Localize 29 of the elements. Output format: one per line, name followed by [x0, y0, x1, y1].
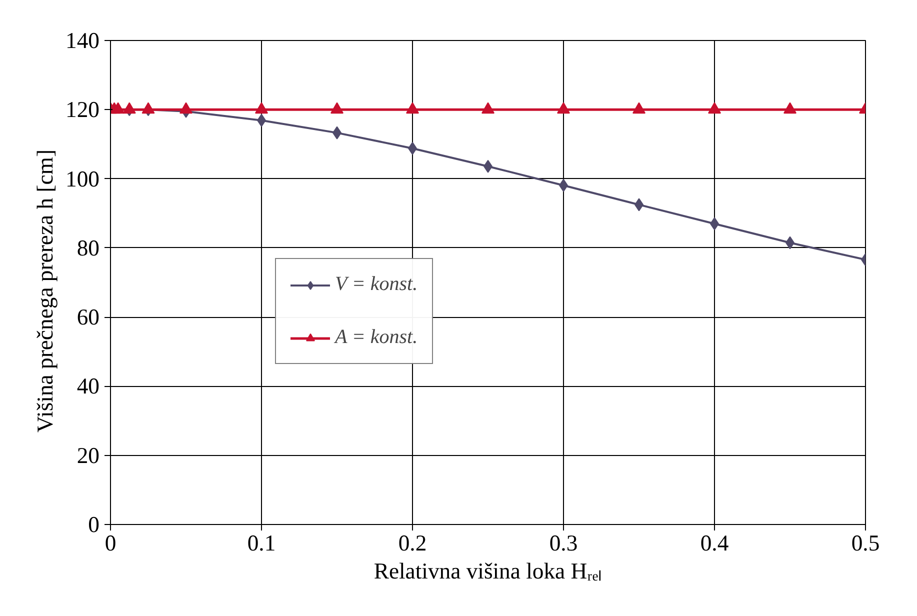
y-tick-label: 0 [88, 512, 100, 537]
point [632, 102, 646, 114]
point [122, 102, 136, 114]
point [142, 102, 155, 114]
point [255, 102, 268, 114]
x-axis-title: Relativna višina loka Hᵣₑₗ [374, 558, 602, 584]
point [708, 102, 721, 114]
x-tick-label: 0.1 [247, 530, 276, 556]
y-tick-label: 20 [76, 442, 100, 468]
legend-label: V = konst. [335, 273, 418, 296]
y-tick-label: 120 [66, 97, 100, 122]
y-tick-label: 140 [66, 28, 100, 53]
point [557, 102, 570, 114]
y-axis-title: Višina prečnega prereza h [cm] [32, 150, 58, 432]
y-tick-label: 40 [76, 374, 100, 399]
legend-label: A = konst. [335, 326, 418, 349]
point [406, 102, 419, 114]
x-tick-label: 0.3 [549, 530, 578, 556]
x-tick-label: 0.2 [398, 530, 427, 556]
point [330, 102, 344, 114]
point [482, 102, 494, 114]
y-tick-label: 100 [66, 166, 100, 192]
y-tick-label: 60 [76, 304, 100, 330]
x-tick-label: 0.4 [700, 530, 729, 556]
x-tick-label: 0.5 [851, 530, 880, 556]
point [784, 102, 796, 114]
y-tick-label: 80 [76, 235, 100, 260]
x-tick-label: 0 [104, 530, 116, 556]
point [180, 102, 192, 114]
